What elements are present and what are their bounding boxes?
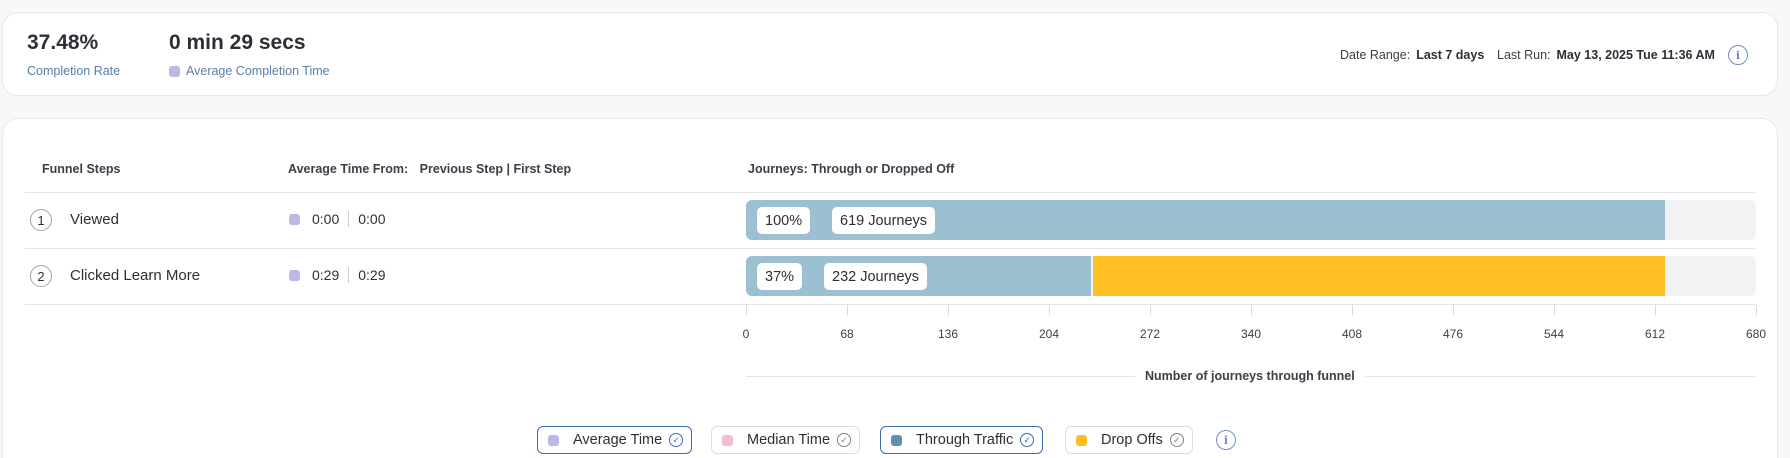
last-run-value: May 13, 2025 Tue 11:36 AM xyxy=(1556,48,1715,62)
legend-median-time-toggle[interactable]: Median Time ✓ xyxy=(711,426,861,454)
x-axis-tick-label: 408 xyxy=(1341,327,1363,341)
x-axis-title: Number of journeys through funnel xyxy=(1135,369,1365,383)
x-axis-tick-label: 136 xyxy=(937,327,959,341)
average-time-swatch xyxy=(289,213,300,225)
x-axis-tick-label: 340 xyxy=(1240,327,1262,341)
time-from-first: 0:29 xyxy=(358,267,386,283)
step-name: Clicked Learn More xyxy=(70,267,201,284)
average-time-header-label: Average Time From: xyxy=(288,162,409,176)
x-axis-tick xyxy=(1655,305,1656,315)
average-completion-time-label: Average Completion Time xyxy=(186,64,330,78)
average-time-cell: 0:29 0:29 xyxy=(289,267,386,283)
journeys-header: Journeys: Through or Dropped Off xyxy=(748,162,955,176)
funnel-steps-header: Funnel Steps xyxy=(42,162,121,176)
average-completion-time-metric: 0 min 29 secs Average Completion Time xyxy=(169,31,330,78)
percent-label: 100% xyxy=(757,207,811,234)
x-axis-tick-label: 68 xyxy=(840,327,854,341)
date-range: Date Range: Last 7 days xyxy=(1340,48,1484,62)
drop-offs-swatch xyxy=(1076,434,1087,446)
x-axis-tick xyxy=(746,305,747,315)
check-circle-icon: ✓ xyxy=(669,433,684,447)
legend-average-time-toggle[interactable]: Average Time ✓ xyxy=(537,426,693,454)
legend-label: Median Time xyxy=(747,432,831,448)
x-axis-tick xyxy=(847,305,848,315)
check-circle-icon: ✓ xyxy=(1169,433,1184,447)
average-completion-time-value: 0 min 29 secs xyxy=(169,31,306,54)
x-axis-tick xyxy=(1453,305,1454,315)
date-range-label: Date Range: xyxy=(1340,48,1411,62)
journeys-label: 232 Journeys xyxy=(824,263,928,290)
legend-label: Through Traffic xyxy=(916,432,1014,448)
step-number: 2 xyxy=(30,265,52,287)
x-axis-tick-label: 0 xyxy=(742,327,750,341)
average-time-mode-toggle[interactable]: Previous Step | First Step xyxy=(419,162,572,176)
x-axis-tick-label: 612 xyxy=(1644,327,1666,341)
average-time-cell: 0:00 0:00 xyxy=(289,211,386,227)
x-axis-tick xyxy=(1756,305,1757,315)
divider xyxy=(25,248,1756,249)
summary-card: 37.48% Completion Rate 0 min 29 secs Ave… xyxy=(2,12,1778,96)
check-circle-icon: ✓ xyxy=(1020,433,1035,447)
legend-through-traffic-toggle[interactable]: Through Traffic ✓ xyxy=(880,426,1044,454)
percent-label: 37% xyxy=(757,263,803,290)
x-axis-tick xyxy=(948,305,949,315)
x-axis-tick-label: 680 xyxy=(1745,327,1767,341)
last-run: Last Run: May 13, 2025 Tue 11:36 AM xyxy=(1497,48,1715,62)
average-time-swatch xyxy=(548,434,559,446)
date-range-value: Last 7 days xyxy=(1416,48,1485,62)
divider xyxy=(25,304,1756,305)
time-from-previous: 0:29 xyxy=(312,267,340,283)
step-number: 1 xyxy=(30,209,52,231)
check-circle-icon: ✓ xyxy=(837,433,852,447)
info-icon[interactable]: i xyxy=(1216,430,1236,450)
journeys-label: 619 Journeys xyxy=(832,207,936,234)
median-time-swatch xyxy=(722,434,733,446)
x-axis-tick-label: 476 xyxy=(1442,327,1464,341)
divider xyxy=(348,267,350,283)
x-axis-tick xyxy=(1251,305,1252,315)
x-axis-tick xyxy=(1150,305,1151,315)
x-axis-tick-label: 272 xyxy=(1139,327,1161,341)
completion-rate-label: Completion Rate xyxy=(27,64,121,78)
x-axis-tick-label: 544 xyxy=(1543,327,1565,341)
x-axis-tick xyxy=(1554,305,1555,315)
time-from-previous: 0:00 xyxy=(312,211,340,227)
info-icon[interactable]: i xyxy=(1728,45,1748,65)
last-run-label: Last Run: xyxy=(1497,48,1551,62)
legend-label: Average Time xyxy=(573,432,663,448)
divider xyxy=(348,211,350,227)
step-name: Viewed xyxy=(70,211,119,228)
legend-drop-offs-toggle[interactable]: Drop Offs ✓ xyxy=(1065,426,1193,454)
x-axis-tick xyxy=(1049,305,1050,315)
average-time-swatch xyxy=(289,269,300,281)
through-traffic-swatch xyxy=(891,434,902,446)
x-axis-tick xyxy=(1352,305,1353,315)
drop-off-bar[interactable] xyxy=(1092,256,1666,296)
completion-rate-value: 37.48% xyxy=(27,31,99,54)
average-time-swatch xyxy=(169,65,180,77)
average-time-header: Average Time From: Previous Step | First… xyxy=(288,162,571,176)
time-from-first: 0:00 xyxy=(358,211,386,227)
completion-rate-metric: 37.48% Completion Rate xyxy=(27,31,120,78)
x-axis-tick-label: 204 xyxy=(1038,327,1060,341)
legend-label: Drop Offs xyxy=(1101,432,1163,448)
divider xyxy=(25,192,1756,193)
